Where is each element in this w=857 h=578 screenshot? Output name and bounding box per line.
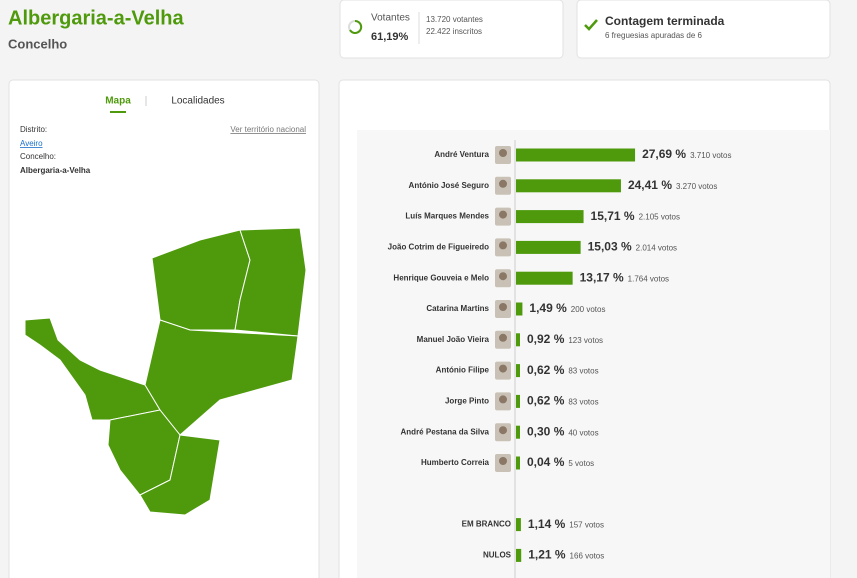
voters: 13.720 votantes [426, 15, 483, 24]
turnout-card [339, 0, 564, 59]
candidate-name: NULOS [483, 551, 512, 560]
count-detail: 6 freguesias apuradas de 6 [605, 31, 703, 40]
avatar-face [499, 457, 507, 465]
avatar-face [499, 179, 507, 188]
bar [516, 548, 522, 562]
avatar-face [499, 210, 507, 219]
votes-label: 83 votos [568, 398, 598, 407]
percent-label: 0,04 % [527, 455, 565, 469]
parish[interactable] [139, 434, 221, 516]
votes-label: 166 votos [570, 552, 605, 561]
votes-label: 2.014 votos [636, 244, 677, 253]
district-label: Distrito: [20, 125, 47, 134]
percent-label: 27,69 % [642, 147, 686, 161]
national-link[interactable]: Ver território nacional [230, 125, 306, 134]
municipality: Albergaria-a-Velha [20, 166, 91, 175]
chart-area [357, 130, 830, 578]
votes-label: 3.710 votos [690, 151, 731, 160]
avatar-face [499, 426, 507, 435]
percent-label: 0,92 % [527, 332, 565, 346]
percent-label: 15,71 % [591, 209, 635, 223]
votes-label: 157 votos [569, 521, 604, 530]
avatar-face [499, 395, 507, 404]
candidate-name: António Filipe [436, 366, 490, 375]
avatar-face [499, 364, 507, 373]
candidate-name: Jorge Pinto [445, 397, 489, 406]
bar [516, 302, 523, 316]
candidate-name: André Ventura [434, 150, 489, 159]
count-title: Contagem terminada [605, 14, 725, 28]
avatar-face [499, 303, 507, 311]
bar [516, 364, 520, 378]
percent-label: 0,62 % [527, 394, 565, 408]
parish[interactable] [234, 227, 307, 337]
candidate-name: Manuel João Vieira [417, 335, 490, 344]
bar [516, 425, 520, 439]
count-card [576, 0, 831, 59]
candidate-name: Catarina Martins [426, 304, 489, 313]
votes-label: 123 votos [568, 336, 603, 345]
votes-label: 200 votos [571, 305, 606, 314]
tab[interactable]: Mapa [105, 96, 131, 107]
candidate-name: Henrique Gouveia e Melo [393, 273, 489, 282]
percent-label: 1,14 % [528, 517, 566, 531]
votes-label: 83 votos [568, 367, 598, 376]
title: Albergaria-a-Velha [8, 7, 185, 29]
candidate-name: João Cotrim de Figueiredo [388, 243, 489, 252]
votes-label: 2.105 votos [639, 213, 680, 222]
turnout-arc [349, 19, 363, 34]
avatar-face [499, 241, 507, 250]
turnout-value: 61,19% [371, 31, 409, 43]
check-icon [584, 19, 598, 31]
bar [516, 271, 573, 285]
candidate-name: Humberto Correia [421, 458, 490, 467]
turnout-label: Votantes [371, 13, 410, 24]
votes-label: 1.764 votos [628, 274, 669, 283]
percent-label: 13,17 % [580, 270, 624, 284]
subtitle: Concelho [8, 36, 67, 51]
bar [516, 240, 581, 254]
percent-label: 0,30 % [527, 424, 565, 438]
district-link[interactable]: Aveiro [20, 139, 43, 148]
votes-label: 3.270 votos [676, 182, 717, 191]
avatar-face [499, 272, 507, 281]
bar [516, 179, 621, 193]
bar [516, 456, 520, 470]
municipality-label: Concelho: [20, 152, 56, 161]
avatar-face [499, 333, 507, 342]
avatar-face [499, 149, 507, 157]
bar [516, 210, 584, 224]
candidate-name: António José Seguro [409, 181, 490, 190]
percent-label: 0,62 % [527, 363, 565, 377]
map [24, 227, 307, 516]
bar [516, 394, 520, 408]
votes-label: 40 votos [568, 428, 598, 437]
registered: 22.422 inscritos [426, 27, 482, 36]
percent-label: 24,41 % [628, 178, 672, 192]
bar [516, 518, 521, 532]
votes-label: 5 votos [568, 459, 594, 468]
bar [516, 148, 636, 162]
candidate-name: EM BRANCO [462, 520, 511, 529]
percent-label: 1,49 % [529, 301, 567, 315]
tab[interactable]: Localidades [171, 96, 224, 107]
candidate-name: André Pestana da Silva [401, 427, 490, 436]
bar [516, 333, 520, 347]
percent-label: 1,21 % [528, 548, 566, 562]
candidate-name: Luís Marques Mendes [405, 212, 489, 221]
percent-label: 15,03 % [588, 240, 632, 254]
